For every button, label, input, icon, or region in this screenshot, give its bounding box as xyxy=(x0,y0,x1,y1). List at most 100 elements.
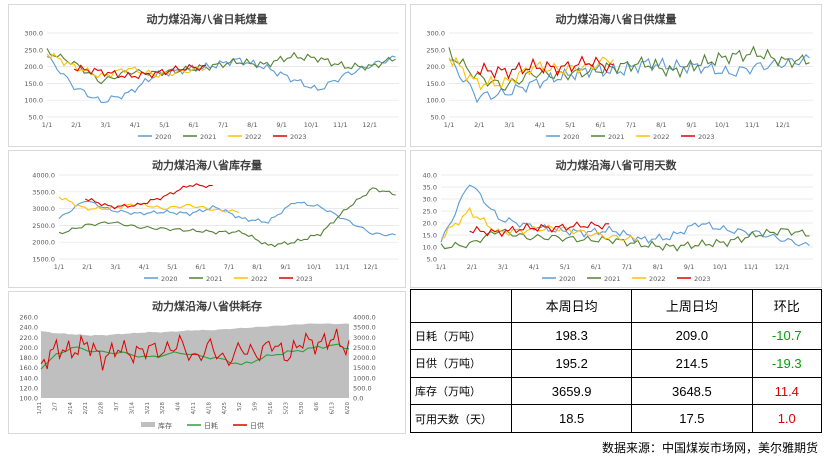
chart-title: 动力煤沿海八省供耗存 xyxy=(152,300,262,313)
x-tick-label: 6/6 xyxy=(314,402,320,411)
legend-label-2022: 2022 xyxy=(649,275,666,283)
table-header-row: 本周日均 上周日均 环比 xyxy=(410,289,822,323)
series-line-2022 xyxy=(448,56,614,91)
legend-label-2022: 2022 xyxy=(653,133,670,141)
x-tick-label: 5/30 xyxy=(299,402,305,415)
consumption-line xyxy=(40,343,350,370)
legend-label-2020: 2020 xyxy=(559,275,576,283)
x-tick-label: 12/1 xyxy=(775,263,790,271)
y-tick-label: 250.0 xyxy=(426,46,445,54)
chart-title: 动力煤沿海八省日耗煤量 xyxy=(146,13,268,26)
table-row: 日供（万吨） 195.2 214.5 -19.3 xyxy=(410,349,822,378)
series-line-2023 xyxy=(476,55,614,80)
x-tick-label: 1/1 xyxy=(42,121,52,129)
data-source-note: 数据来源：中国煤炭市场网，美尔雅期货 xyxy=(601,441,818,455)
y-tick-label: 250.0 xyxy=(24,46,43,54)
x-tick-label: 3/21 xyxy=(145,402,151,414)
x-tick-label: 6/20 xyxy=(345,402,351,415)
x-tick-label: 11/1 xyxy=(744,263,759,271)
x-tick-label: 3/1 xyxy=(498,263,508,271)
change-value: 11.4 xyxy=(751,376,822,406)
y-tick-label: 300.0 xyxy=(24,30,43,38)
x-tick-label: 4/18 xyxy=(206,402,212,415)
y2-tick-label: 4000.0 xyxy=(353,314,376,322)
legend-label-2023: 2023 xyxy=(290,133,307,141)
x-tick-label: 8/1 xyxy=(252,263,262,271)
days-chart: 动力煤沿海八省可用天数 40.0 35.0 30.0 25.0 20.0 15.0 10.0… xyxy=(410,150,822,288)
y-tick-label: 200.0 xyxy=(19,344,38,352)
chart-title: 动力煤沿海八省可用天数 xyxy=(555,159,677,172)
x-tick-label: 10/1 xyxy=(304,121,319,129)
y-tick-label: 20.0 xyxy=(423,220,437,228)
series-line-2022 xyxy=(58,196,239,214)
consumption-chart: 动力煤沿海八省日耗煤量 300.0 250.0 200.0 150.0 100.0 50.… xyxy=(8,4,406,147)
days-plot: 40.0 35.0 30.0 25.0 20.0 15.0 10.0 5.01/1 2/1 3/1… xyxy=(423,172,813,283)
y2-tick-label: 500.0 xyxy=(353,384,372,392)
series-line-2020 xyxy=(448,53,810,104)
x-tick-label: 7/1 xyxy=(626,121,636,129)
x-tick-label: 2/14 xyxy=(68,402,74,415)
current-value: 195.2 xyxy=(510,349,633,378)
y-tick-label: 30.0 xyxy=(423,196,437,204)
y-tick-label: 140.0 xyxy=(19,374,38,382)
x-tick-label: 1/1 xyxy=(54,263,64,271)
x-tick-label: 9/1 xyxy=(280,263,290,271)
x-tick-label: 4/1 xyxy=(130,121,140,129)
previous-value: 17.5 xyxy=(631,404,753,433)
supply-consume-plot: 260.0 240.0 220.0 200.0 180.0 160.0 140.0 120.0… xyxy=(19,314,376,431)
x-tick-label: 4/1 xyxy=(139,263,149,271)
previous-value: 214.5 xyxy=(631,349,753,378)
x-tick-label: 1/1 xyxy=(444,121,454,129)
supply-consume-chart: 动力煤沿海八省供耗存 260.0 240.0 220.0 200.0 180.0 160.… xyxy=(8,291,406,434)
x-tick-label: 2/1 xyxy=(474,121,484,129)
y-tick-label: 100.0 xyxy=(24,97,43,105)
y-tick-label: 3500.0 xyxy=(32,188,55,196)
y-tick-label: 260.0 xyxy=(19,314,38,322)
y-tick-label: 25.0 xyxy=(423,208,437,216)
series-line-2020 xyxy=(46,55,396,104)
change-value: 1.0 xyxy=(751,404,822,433)
series-line-2021 xyxy=(58,187,396,248)
x-tick-label: 6/13 xyxy=(330,402,336,415)
x-tick-label: 6/1 xyxy=(195,263,205,271)
x-tick-label: 3/14 xyxy=(129,402,135,415)
chart-title: 动力煤沿海八省日供煤量 xyxy=(555,13,677,26)
x-tick-label: 4/1 xyxy=(535,121,545,129)
legend-label-2020: 2020 xyxy=(563,133,580,141)
legend-label: 日耗 xyxy=(204,422,218,430)
row-label: 可用天数（天） xyxy=(410,404,512,433)
x-tick-label: 5/1 xyxy=(159,121,169,129)
x-tick-label: 4/4 xyxy=(176,402,182,411)
y2-tick-label: 3500.0 xyxy=(353,324,376,332)
y-tick-label: 15.0 xyxy=(423,232,437,240)
x-tick-label: 10/1 xyxy=(715,121,730,129)
y2-tick-label: 1000.0 xyxy=(353,374,376,382)
y-tick-label: 2000.0 xyxy=(32,239,55,247)
x-tick-label: 10/1 xyxy=(713,263,728,271)
x-tick-label: 12/1 xyxy=(362,121,377,129)
x-tick-label: 7/1 xyxy=(218,121,228,129)
series-line-2021 xyxy=(440,228,810,252)
y-tick-label: 200.0 xyxy=(426,63,445,71)
y-tick-label: 50.0 xyxy=(29,114,43,122)
x-tick-label: 5/2 xyxy=(237,402,243,411)
stock-area xyxy=(41,323,349,398)
y-tick-label: 4000.0 xyxy=(32,172,55,180)
x-tick-label: 4/11 xyxy=(191,402,197,414)
y-tick-label: 2500.0 xyxy=(32,222,55,230)
supply-plot: 300.0 250.0 200.0 150.0 100.0 50.01/1 2/1 3/1 4/… xyxy=(426,30,813,141)
consumption-plot: 300.0 250.0 200.0 150.0 100.0 50.01/1 2/1 3/1 4/… xyxy=(24,30,399,141)
table-header: 环比 xyxy=(751,289,822,323)
series-line-2020 xyxy=(58,200,396,237)
y-tick-label: 240.0 xyxy=(19,324,38,332)
table-row: 日耗（万吨） 198.3 209.0 -10.7 xyxy=(410,321,822,351)
x-tick-label: 3/1 xyxy=(100,121,110,129)
x-tick-label: 2/21 xyxy=(83,402,89,414)
summary-table: 本周日均 上周日均 环比 日耗（万吨） 198.3 209.0 -10.7 日供… xyxy=(410,289,822,433)
x-tick-label: 9/1 xyxy=(686,121,696,129)
y-tick-label: 150.0 xyxy=(426,80,445,88)
x-tick-label: 2/1 xyxy=(82,263,92,271)
series-line-2022 xyxy=(440,206,639,242)
y2-tick-label: 2500.0 xyxy=(353,344,376,352)
x-tick-label: 2/28 xyxy=(99,402,105,415)
